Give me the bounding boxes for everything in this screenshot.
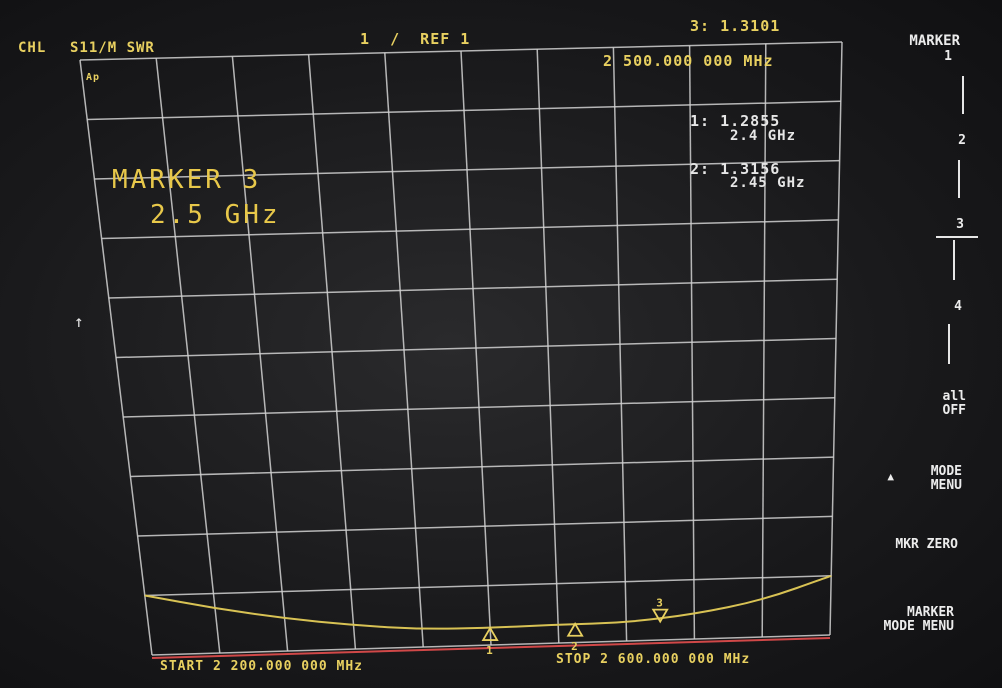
softkey-divider [948,324,950,364]
grid-line-horizontal [87,100,841,121]
reference-position-arrow: ↑ [74,312,85,331]
active-softkey-indicator [936,236,978,238]
grid-line-horizontal [130,456,834,478]
marker-2-frequency: 2.45 GHz [730,175,806,191]
grid-line-horizontal [137,515,833,537]
grid-line-horizontal [94,159,840,180]
stop-frequency: STOP 2 600.000 000 MHz [556,652,751,667]
marker-1-value: 1: 1.2855 [690,112,781,130]
marker-entry-value: 2.5 GHz [150,200,281,230]
softkey-marker-zero[interactable]: MKR ZERO [895,537,958,552]
averaging-indicator: Ap [86,72,101,83]
grid-line-horizontal [115,337,837,359]
active-marker-frequency: 2 500.000 000 MHz [603,52,774,70]
grid-line-horizontal [101,219,839,240]
marker-3-flag [651,608,669,624]
softkey-divider [958,160,960,198]
mode-menu-arrow-icon: ▲ [887,470,894,483]
grid-line-horizontal [79,41,843,61]
softkey-marker-mode-menu[interactable]: MARKER MODE MENU [883,605,954,634]
softkey-divider [962,76,964,114]
softkey-menu-title: MARKER [909,33,960,49]
marker-2-value: 2: 1.3156 [690,160,781,178]
start-frequency: START 2 200.000 000 MHz [160,659,364,674]
grid-line-horizontal [151,634,831,656]
grid-line-horizontal [144,574,832,597]
marker-3-number: 3 [656,597,663,610]
softkey-marker-1[interactable]: 1 [944,49,952,64]
active-marker-value: 3: 1.3101 [690,17,781,35]
marker-2-number: 2 [571,640,578,653]
marker-1-frequency: 2.4 GHz [730,128,797,144]
measurement-label: S11/M SWR [70,40,155,56]
grid-line-horizontal [108,278,838,299]
marker-entry-title: MARKER 3 [112,165,262,195]
marker-1-number: 1 [486,644,493,657]
reference-baseline [151,637,831,659]
softkey-all-off[interactable]: all OFF [942,389,966,418]
softkey-mode-menu[interactable]: MODE MENU [930,464,962,493]
softkey-marker-3[interactable]: 3 [956,217,964,232]
softkey-divider [953,240,955,280]
marker-1-flag [481,626,499,641]
softkey-marker-2[interactable]: 2 [958,133,966,148]
grid-line-horizontal [123,397,835,418]
scale-ref-label: 1 / REF 1 [360,30,471,48]
marker-2-flag [566,621,584,637]
channel-label: CHL [18,40,47,56]
softkey-marker-4[interactable]: 4 [954,299,962,314]
